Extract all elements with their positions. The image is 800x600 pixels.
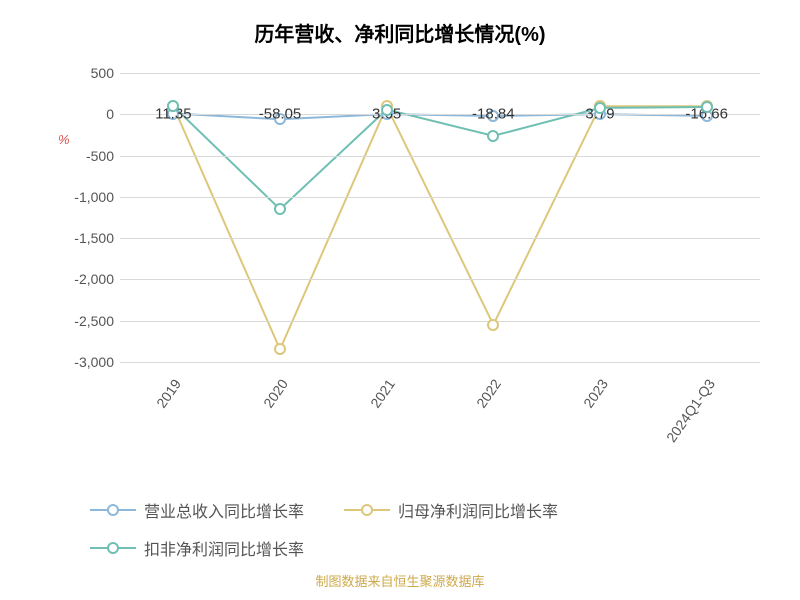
y-tick-label: -1,500: [74, 230, 120, 246]
chart-title: 历年营收、净利同比增长情况(%): [0, 18, 800, 47]
legend-label: 归母净利润同比增长率: [398, 498, 558, 522]
legend-label: 营业总收入同比增长率: [144, 498, 304, 522]
grid-line: [120, 197, 760, 198]
series-marker: [701, 101, 713, 113]
series-marker: [274, 113, 286, 125]
legend-label: 扣非净利润同比增长率: [144, 536, 304, 560]
grid-line: [120, 156, 760, 157]
series-marker: [594, 102, 606, 114]
legend-swatch: [90, 503, 136, 517]
legend-item: 扣非净利润同比增长率: [90, 536, 304, 560]
grid-line: [120, 362, 760, 363]
y-tick-label: -2,500: [74, 313, 120, 329]
plot-area: %5000-500-1,000-1,500-2,000-2,500-3,0002…: [120, 65, 760, 370]
grid-line: [120, 114, 760, 115]
x-tick-label: 2024Q1-Q3: [663, 376, 718, 445]
footer-note: 制图数据来自恒生聚源数据库: [0, 571, 800, 590]
grid-line: [120, 279, 760, 280]
legend: 营业总收入同比增长率 归母净利润同比增长率扣非净利润同比增长率: [90, 498, 730, 560]
chart-lines-svg: [120, 65, 760, 370]
legend-item: 营业总收入同比增长率: [90, 498, 304, 522]
y-tick-label: 500: [91, 65, 120, 81]
legend-item: 归母净利润同比增长率: [344, 498, 558, 522]
x-tick-label: 2022: [473, 376, 504, 411]
x-tick-label: 2021: [367, 376, 398, 411]
x-tick-label: 2020: [260, 376, 291, 411]
chart-root: 历年营收、净利同比增长情况(%) %5000-500-1,000-1,500-2…: [0, 0, 800, 600]
series-marker: [274, 203, 286, 215]
series-marker: [167, 100, 179, 112]
grid-line: [120, 238, 760, 239]
legend-swatch: [344, 503, 390, 517]
y-tick-label: 0: [106, 106, 120, 122]
legend-swatch: [90, 541, 136, 555]
series-marker: [487, 319, 499, 331]
series-marker: [381, 104, 393, 116]
y-tick-label: -2,000: [74, 271, 120, 287]
x-tick-label: 2023: [580, 376, 611, 411]
series-line: [173, 106, 706, 349]
grid-line: [120, 321, 760, 322]
series-marker: [274, 343, 286, 355]
y-axis-title: %: [58, 132, 70, 147]
y-tick-label: -3,000: [74, 354, 120, 370]
grid-line: [120, 73, 760, 74]
y-tick-label: -500: [86, 148, 120, 164]
series-line: [173, 106, 706, 209]
series-marker: [487, 110, 499, 122]
x-tick-label: 2019: [153, 376, 184, 411]
y-tick-label: -1,000: [74, 189, 120, 205]
series-marker: [487, 130, 499, 142]
